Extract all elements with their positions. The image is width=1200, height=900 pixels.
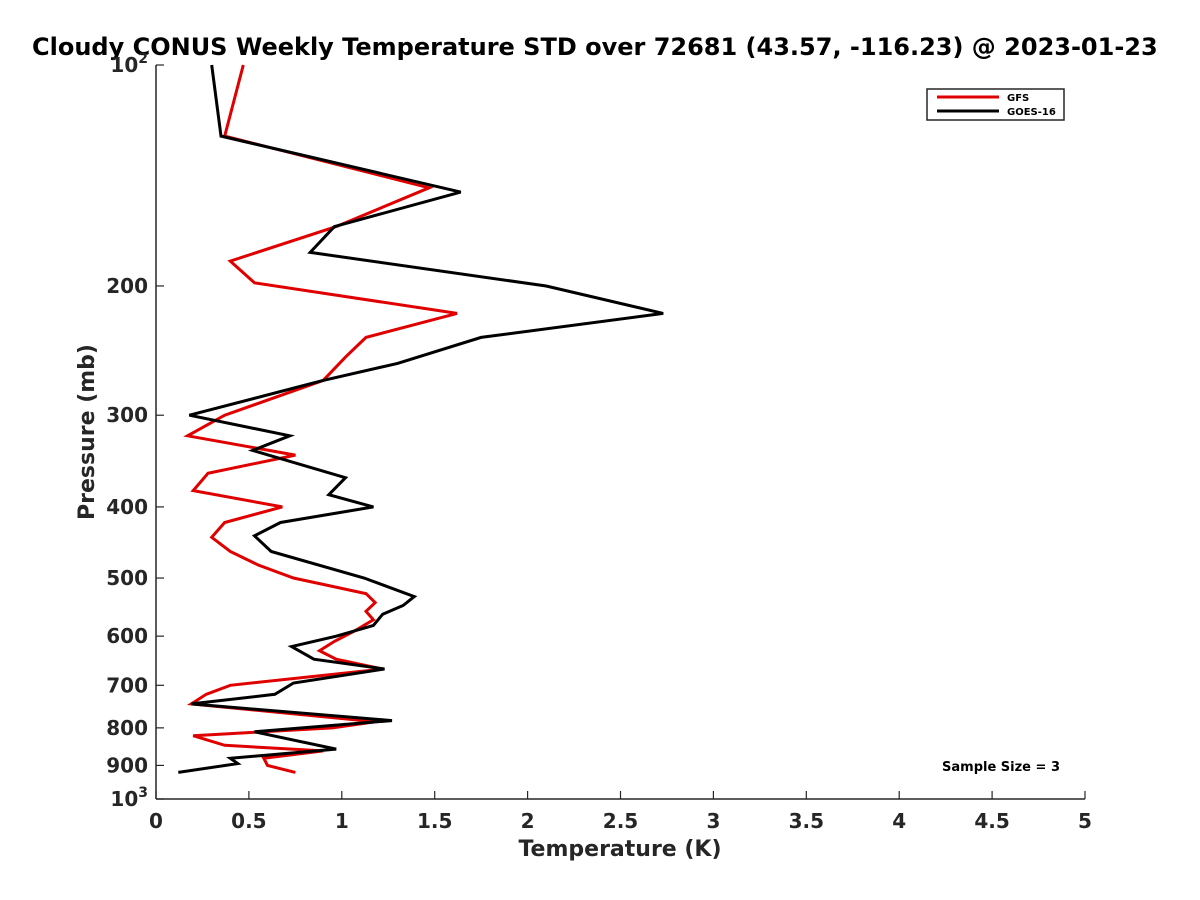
- x-tick-label: 3: [706, 809, 720, 833]
- chart-title: Cloudy CONUS Weekly Temperature STD over…: [32, 33, 1158, 61]
- x-tick-label: 0: [149, 809, 163, 833]
- series-line-goes-16: [178, 64, 664, 774]
- y-axis-label: Pressure (mb): [75, 344, 100, 520]
- y-tick-label: 600: [106, 624, 148, 648]
- y-tick-base: 10: [110, 53, 138, 77]
- y-tick-label: 800: [106, 716, 148, 740]
- x-tick-label: 3.5: [789, 809, 824, 833]
- x-axis-label: Temperature (K): [518, 837, 721, 862]
- y-tick-label: 300: [106, 403, 148, 427]
- x-tick-label: 5: [1078, 809, 1092, 833]
- y-tick-label: 200: [106, 274, 148, 298]
- legend-box: [926, 88, 1065, 121]
- x-tick-label: 1: [335, 809, 349, 833]
- x-tick-label: 2: [521, 809, 535, 833]
- y-tick-label: 700: [106, 673, 148, 697]
- x-tick-label: 4: [892, 809, 906, 833]
- x-tick-label: 1.5: [417, 809, 452, 833]
- plot-area: 0 0.5 1 1.5 2 2.5 3 3.5 4 4.5 51022003004005006007…: [106, 51, 1092, 833]
- y-tick-label: 103: [110, 785, 148, 811]
- x-tick-label: 2.5: [603, 809, 638, 833]
- y-tick-base: 10: [110, 787, 138, 811]
- y-tick-exponent: 2: [138, 51, 148, 67]
- sample-size-annotation: Sample Size = 3: [942, 760, 1060, 775]
- y-tick-label: 102: [110, 51, 148, 77]
- y-tick-label: 500: [106, 566, 148, 590]
- y-tick-exponent: 3: [138, 785, 148, 801]
- x-tick-label: 0.5: [231, 809, 266, 833]
- x-tick-label: 4.5: [974, 809, 1009, 833]
- y-tick-label: 900: [106, 753, 148, 777]
- legend-label: GFS: [1007, 93, 1029, 104]
- legend: GFS GOES-16: [926, 88, 1065, 121]
- legend-label: GOES-16: [1007, 107, 1056, 118]
- y-tick-label: 400: [106, 495, 148, 519]
